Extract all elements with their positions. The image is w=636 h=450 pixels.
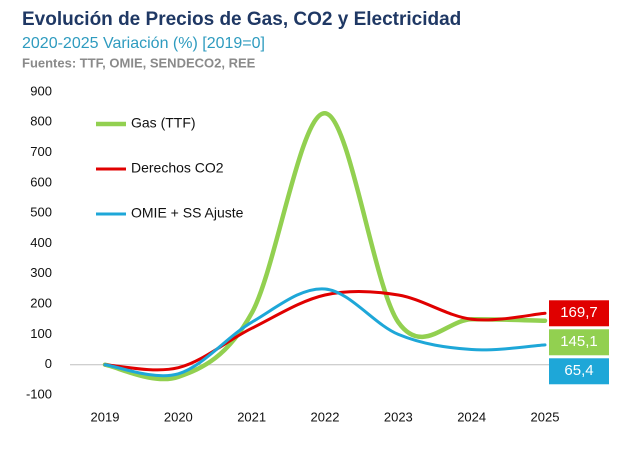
value-label: 169,7 — [560, 304, 598, 321]
value-label-box — [549, 329, 609, 356]
y-tick-label: 700 — [30, 144, 52, 159]
x-tick-label: 2025 — [531, 409, 560, 424]
y-tick-label: 0 — [45, 356, 52, 371]
y-tick-label: 100 — [30, 326, 52, 341]
legend-label: OMIE + SS Ajuste — [131, 205, 244, 221]
chart-source: Fuentes: TTF, OMIE, SENDECO2, REE — [22, 55, 256, 70]
x-tick-label: 2020 — [164, 409, 193, 424]
legend-label: Gas (TTF) — [131, 115, 196, 131]
chart-title: Evolución de Precios de Gas, CO2 y Elect… — [22, 9, 461, 30]
x-tick-label: 2019 — [91, 409, 120, 424]
y-tick-label: 300 — [30, 265, 52, 280]
value-label-box — [549, 358, 609, 385]
y-tick-label: 800 — [30, 114, 52, 129]
x-tick-label: 2023 — [384, 409, 413, 424]
legend-label: Derechos CO2 — [131, 160, 224, 176]
x-tick-label: 2021 — [237, 409, 266, 424]
y-tick-label: 600 — [30, 174, 52, 189]
x-tick-label: 2024 — [457, 409, 486, 424]
value-label: 145,1 — [560, 333, 598, 350]
chart-subtitle: 2020-2025 Variación (%) [2019=0] — [22, 35, 265, 52]
y-tick-label: 900 — [30, 83, 52, 98]
x-tick-label: 2022 — [311, 409, 340, 424]
series-line — [103, 287, 547, 378]
value-label-box — [549, 300, 609, 327]
y-tick-label: 500 — [30, 205, 52, 220]
value-label: 65,4 — [564, 362, 593, 379]
series-line — [102, 110, 548, 382]
y-tick-label: 400 — [30, 235, 52, 250]
series-line — [103, 289, 547, 372]
y-tick-label: 200 — [30, 296, 52, 311]
y-tick-label: -100 — [26, 386, 52, 401]
